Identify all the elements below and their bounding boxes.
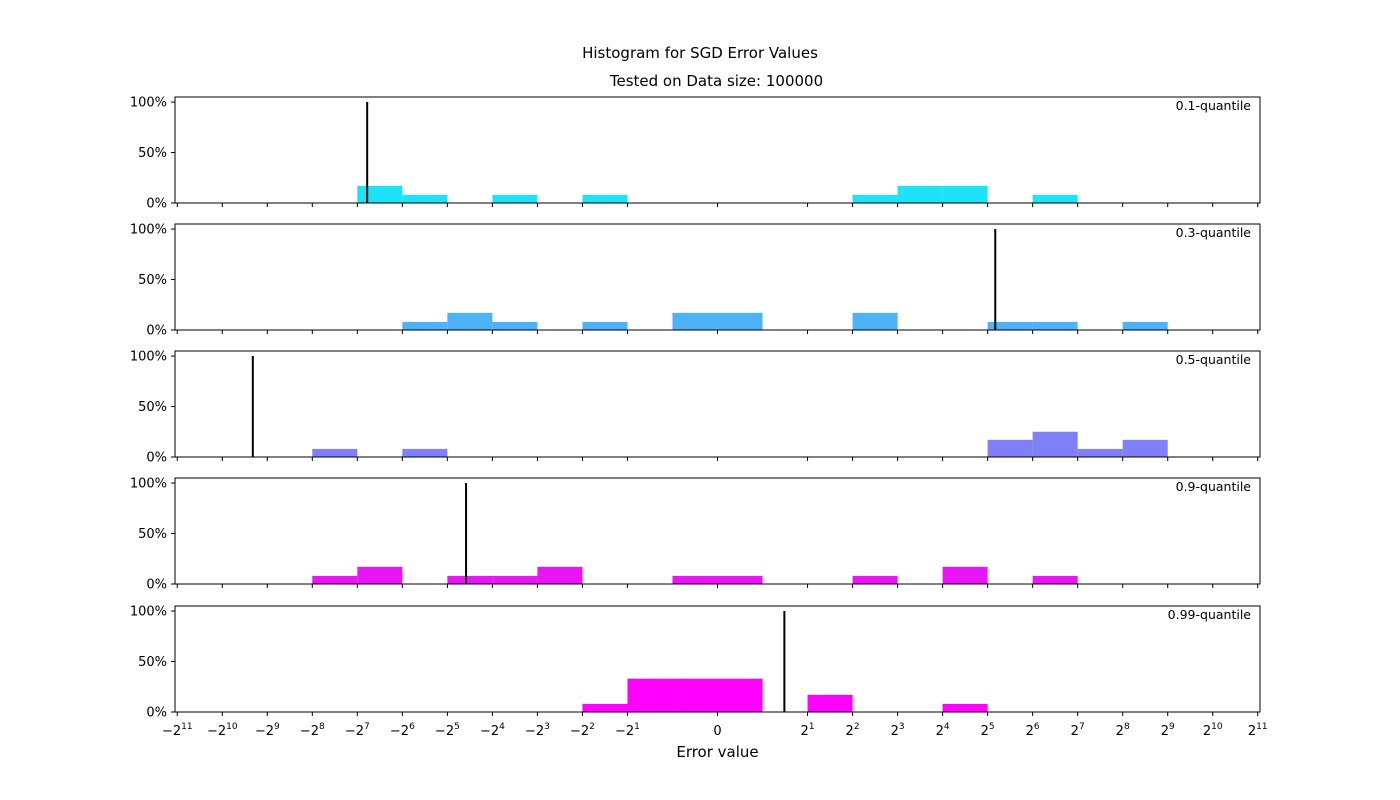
y-tick-label: 50% — [138, 146, 167, 161]
histogram-bar — [1032, 194, 1078, 203]
y-tick-label: 0% — [146, 706, 167, 721]
histogram-bar — [582, 194, 628, 203]
chart-title: Histogram for SGD Error Values — [582, 44, 818, 62]
panel-label: 0.99-quantile — [1168, 607, 1252, 622]
y-tick-label: 50% — [138, 400, 167, 415]
histogram-bar — [312, 575, 358, 584]
histogram-bar — [402, 321, 448, 330]
histogram-bar — [312, 448, 358, 457]
y-tick-label: 100% — [130, 350, 167, 365]
x-tick-label: 22 — [846, 722, 860, 739]
histogram-bar — [492, 575, 538, 584]
histogram-bar — [717, 312, 763, 330]
chart-subtitle: Tested on Data size: 100000 — [609, 72, 824, 90]
histogram-bar — [852, 194, 898, 203]
histogram-bar — [1122, 439, 1168, 457]
histogram-bar — [897, 185, 943, 203]
panel-frame — [174, 96, 1261, 204]
x-tick-label: 21 — [801, 722, 815, 739]
x-tick-label: 29 — [1161, 722, 1175, 739]
y-tick-label: 100% — [130, 223, 167, 238]
histogram-bar — [357, 185, 403, 203]
x-tick-label: 25 — [981, 722, 995, 739]
panel-label: 0.3-quantile — [1176, 225, 1252, 240]
histogram-bar — [402, 194, 448, 203]
histogram-bar — [852, 312, 898, 330]
histogram-bar — [582, 703, 628, 712]
x-tick-label: −29 — [255, 722, 280, 739]
x-tick-label: −210 — [207, 722, 238, 739]
histogram-bar — [1032, 431, 1078, 457]
x-tick-label: −26 — [390, 722, 415, 739]
x-tick-label: 23 — [891, 722, 905, 739]
histogram-bar — [627, 678, 673, 712]
x-tick-label: −28 — [300, 722, 325, 739]
histogram-bar — [1077, 448, 1123, 457]
histogram-bar — [672, 575, 718, 584]
x-tick-label: −27 — [345, 722, 370, 739]
histogram-bar — [1122, 321, 1168, 330]
x-tick-label: 0 — [713, 724, 721, 739]
histogram-bar — [582, 321, 628, 330]
y-tick-label: 50% — [138, 273, 167, 288]
panel-frame — [174, 477, 1261, 585]
histogram-bar — [807, 694, 853, 712]
histogram-bar — [447, 575, 493, 584]
y-tick-label: 50% — [138, 527, 167, 542]
histogram-bar — [447, 312, 493, 330]
histogram-bar — [717, 678, 763, 712]
x-tick-label: 26 — [1026, 722, 1040, 739]
histogram-bar — [852, 575, 898, 584]
panel-label: 0.5-quantile — [1176, 352, 1252, 367]
histogram-bar — [987, 321, 1033, 330]
y-tick-label: 100% — [130, 605, 167, 620]
histogram-bar — [942, 703, 988, 712]
x-tick-label: 27 — [1071, 722, 1085, 739]
x-tick-label: −23 — [525, 722, 550, 739]
x-tick-label: −22 — [570, 722, 595, 739]
y-tick-label: 100% — [130, 477, 167, 492]
x-tick-label: 210 — [1203, 722, 1223, 739]
histogram-bar — [492, 194, 538, 203]
histogram-bar — [717, 575, 763, 584]
histogram-bar — [492, 321, 538, 330]
histogram-bar — [537, 566, 583, 584]
x-tick-label: −21 — [615, 722, 640, 739]
y-tick-label: 0% — [146, 451, 167, 466]
y-tick-label: 0% — [146, 578, 167, 593]
x-axis-label: Error value — [676, 743, 758, 761]
y-tick-label: 50% — [138, 655, 167, 670]
histogram-bar — [1032, 321, 1078, 330]
histogram-bar — [987, 439, 1033, 457]
panel-label: 0.9-quantile — [1176, 479, 1252, 494]
y-tick-label: 0% — [146, 197, 167, 212]
x-tick-label: 28 — [1116, 722, 1130, 739]
histogram-bar — [1032, 575, 1078, 584]
x-tick-label: 24 — [936, 722, 950, 739]
histogram-bar — [672, 678, 718, 712]
x-tick-label: 211 — [1248, 722, 1268, 739]
y-tick-label: 100% — [130, 96, 167, 111]
histogram-bar — [672, 312, 718, 330]
histogram-bar — [357, 566, 403, 584]
panel-label: 0.1-quantile — [1176, 98, 1252, 113]
x-tick-label: −25 — [435, 722, 460, 739]
y-tick-label: 0% — [146, 324, 167, 339]
histogram-bar — [942, 566, 988, 584]
histogram-bar — [402, 448, 448, 457]
histogram-bar — [942, 185, 988, 203]
panel-frame — [174, 350, 1261, 458]
x-tick-label: −211 — [162, 722, 193, 739]
x-tick-label: −24 — [480, 722, 505, 739]
